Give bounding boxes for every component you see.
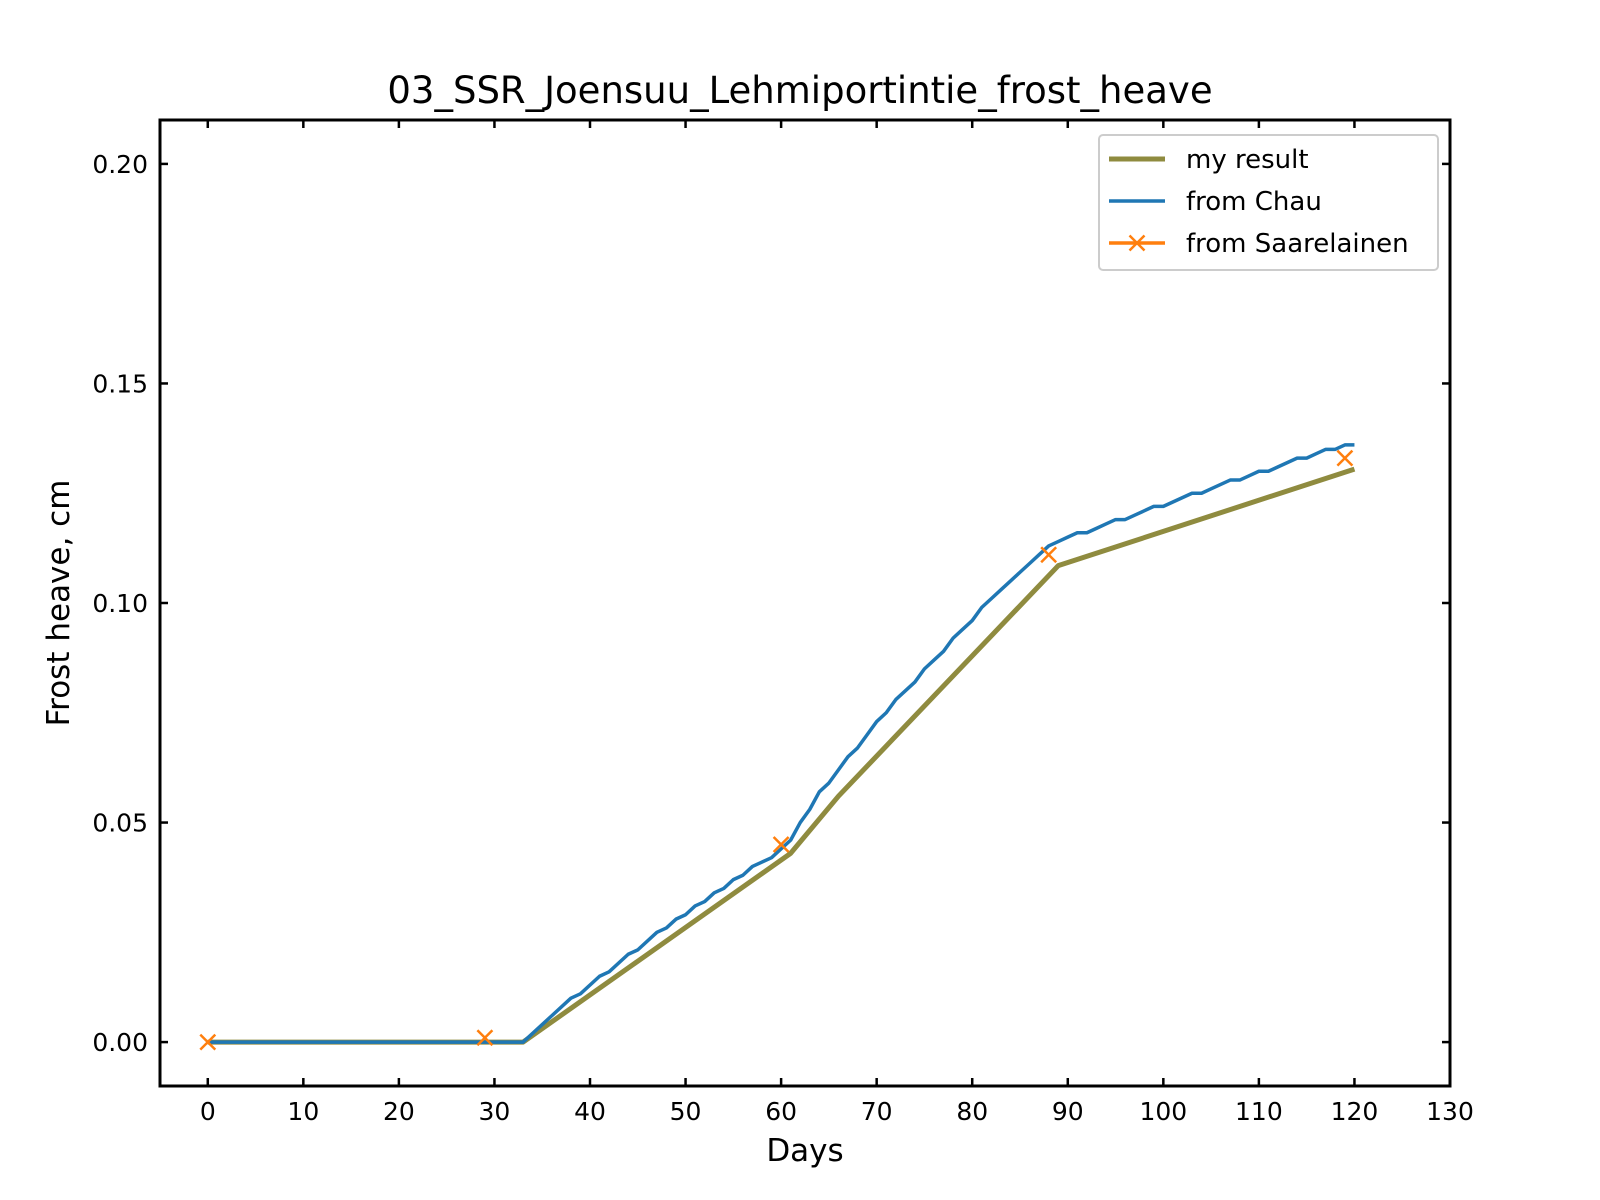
legend-marker-stroke: [1128, 234, 1146, 252]
legend-label-from-saarelainen: from Saarelainen: [1186, 229, 1409, 259]
data-point-from-saarelainen: [199, 1033, 217, 1051]
y-tick-label: 0.00: [92, 1028, 148, 1057]
x-tick-label: 20: [383, 1097, 415, 1126]
data-point-from-saarelainen: [476, 1029, 494, 1047]
series-line-from-chau: [207, 443, 1355, 1044]
marker-stroke: [1040, 546, 1058, 564]
legend: my result from Chau from Saarelainen: [1098, 134, 1439, 271]
y-tick-label: 0.10: [92, 589, 148, 618]
x-tick-label: 60: [765, 1097, 797, 1126]
x-tick-label: 120: [1331, 1097, 1379, 1126]
plot-frame: [158, 118, 1452, 1088]
marker-stroke: [476, 1029, 494, 1047]
y-axis-label: Frost heave, cm: [41, 480, 77, 727]
x-tick-label: 0: [200, 1097, 216, 1126]
legend-label-from-chau: from Chau: [1186, 187, 1322, 217]
chart-title: 03_SSR_Joensuu_Lehmiportintie_frost_heav…: [387, 69, 1212, 112]
marker-stroke: [772, 836, 790, 853]
x-tick-label: 40: [574, 1097, 606, 1126]
plot-area: [199, 443, 1356, 1051]
x-tick-label: 30: [479, 1097, 511, 1126]
legend-box: [1098, 134, 1439, 271]
x-tick-label: 50: [670, 1097, 702, 1126]
x-tick-label: 70: [861, 1097, 893, 1126]
x-tick-label: 90: [1052, 1097, 1084, 1126]
y-tick-label: 0.15: [92, 369, 148, 398]
data-point-from-saarelainen: [772, 836, 790, 853]
x-tick-label: 130: [1426, 1097, 1474, 1126]
y-tick-label: 0.05: [92, 809, 148, 838]
legend-label-my-result: my result: [1186, 145, 1309, 175]
axis-ticks: 0 10 20 30 40 50 60 70 80 90 100 110 120 130 0.00 0.05 0…: [92, 120, 1474, 1126]
data-point-from-saarelainen: [1040, 546, 1058, 564]
x-tick-label: 110: [1235, 1097, 1283, 1126]
x-tick-label: 10: [287, 1097, 319, 1126]
y-tick-label: 0.20: [92, 150, 148, 179]
x-tick-label: 100: [1139, 1097, 1187, 1126]
x-tick-label: 80: [956, 1097, 988, 1126]
marker-stroke: [1336, 449, 1354, 467]
data-point-from-saarelainen: [1336, 449, 1354, 467]
marker-stroke: [199, 1033, 217, 1051]
x-axis-label: Days: [766, 1133, 843, 1169]
